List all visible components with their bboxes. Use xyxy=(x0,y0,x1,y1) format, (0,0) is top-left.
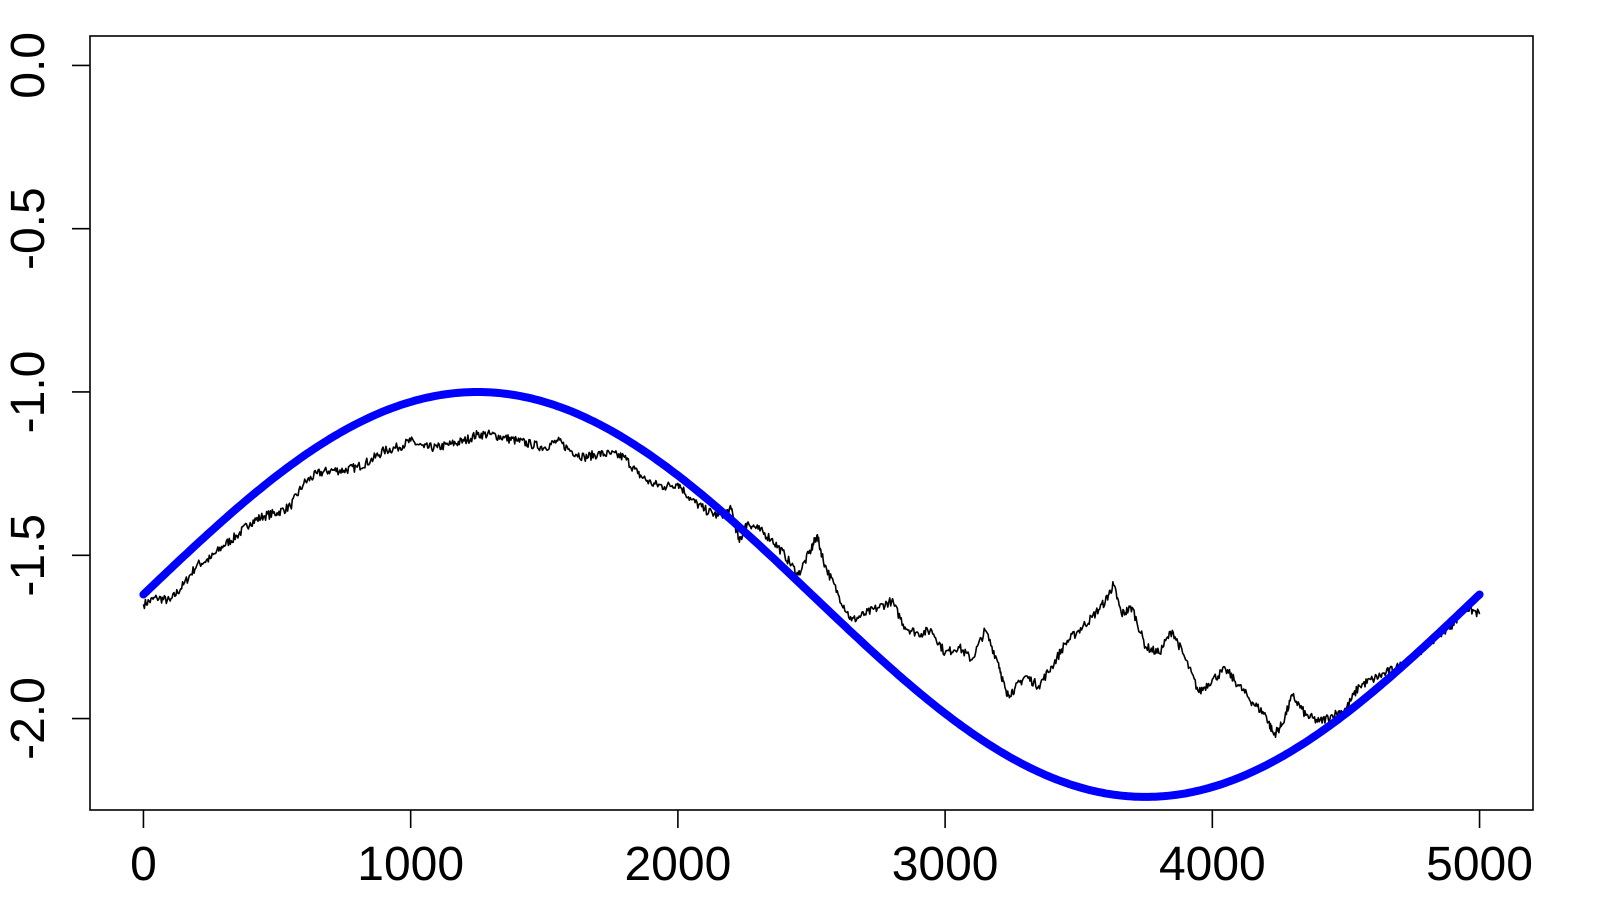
x-tick-label: 2000 xyxy=(624,838,731,891)
y-axis: 0.0 -0.5 -1.0 -1.5 -2.0 xyxy=(2,32,90,760)
x-tick-label: 4000 xyxy=(1159,838,1266,891)
x-tick-label: 3000 xyxy=(892,838,999,891)
noisy-series-line xyxy=(142,429,1481,739)
y-tick-label: -0.5 xyxy=(2,187,55,270)
y-tick-label: -1.5 xyxy=(2,514,55,597)
plot-frame xyxy=(89,35,1534,811)
y-tick-label: -1.0 xyxy=(2,351,55,434)
x-tick-label: 0 xyxy=(130,838,157,891)
x-tick-label: 5000 xyxy=(1426,838,1533,891)
series-area xyxy=(139,388,1484,801)
sine-series-line xyxy=(139,388,1484,801)
x-axis: 0 1000 2000 3000 4000 5000 xyxy=(130,810,1533,891)
y-tick-label: -2.0 xyxy=(2,677,55,760)
y-tick-label: 0.0 xyxy=(2,32,55,99)
x-tick-label: 1000 xyxy=(357,838,464,891)
